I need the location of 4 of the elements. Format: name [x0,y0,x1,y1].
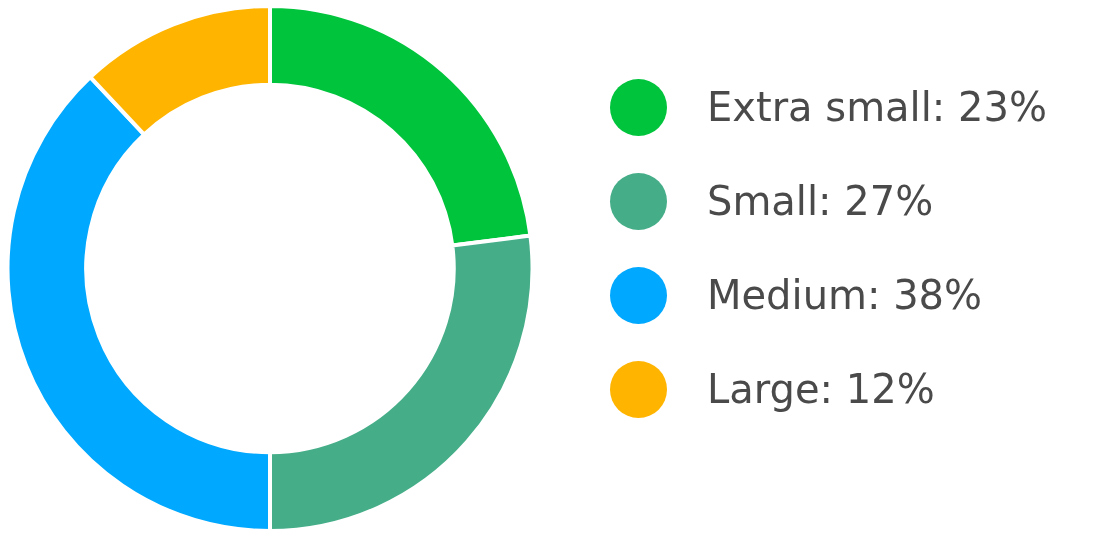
legend-label: Extra small: 23% [707,84,1047,130]
legend-label: Large: 12% [707,366,935,412]
legend-label: Medium: 38% [707,272,983,318]
legend-label: Small: 27% [707,178,934,224]
